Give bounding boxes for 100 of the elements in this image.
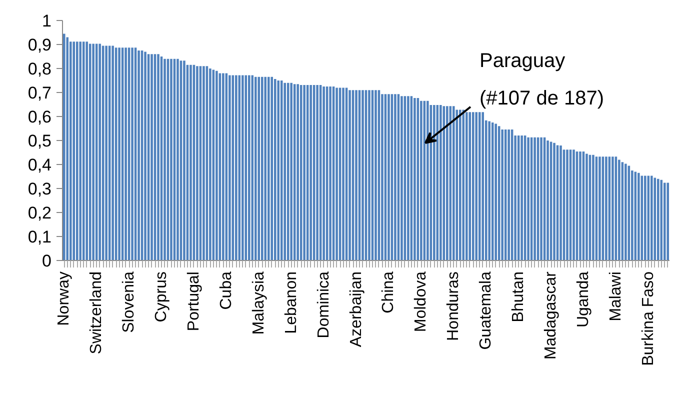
bar	[465, 112, 468, 260]
bar	[86, 42, 88, 260]
bar	[414, 98, 416, 260]
bar	[612, 156, 614, 260]
bar	[468, 112, 472, 260]
bar	[176, 58, 179, 260]
bar	[482, 112, 484, 260]
bar	[462, 110, 465, 260]
bar	[605, 156, 608, 260]
bar	[290, 82, 292, 260]
x-tick-label: Malawi	[607, 271, 624, 322]
bar	[196, 66, 198, 260]
bar	[296, 84, 299, 260]
bar	[546, 140, 549, 260]
bar	[342, 88, 344, 260]
bar	[459, 110, 462, 260]
bar	[270, 76, 273, 260]
bar	[248, 75, 250, 260]
bar	[62, 34, 66, 260]
x-tick-label: Cuba	[218, 271, 235, 310]
bar	[112, 46, 114, 260]
bar	[92, 44, 94, 260]
bar	[660, 180, 663, 260]
bar	[228, 75, 231, 260]
bar	[277, 80, 280, 260]
bar	[72, 42, 75, 260]
bar	[407, 96, 410, 260]
x-tick-label: Honduras	[445, 272, 462, 341]
bar	[322, 86, 325, 260]
bar	[284, 82, 286, 260]
bar	[131, 48, 134, 260]
bar	[254, 76, 257, 260]
y-tick-label: 0,3	[28, 180, 52, 198]
bar	[144, 52, 146, 260]
y-tick-label: 0,5	[28, 132, 52, 150]
bar	[66, 37, 69, 260]
x-tick-label: Bhutan	[510, 271, 528, 322]
bar	[426, 100, 429, 260]
x-tick-label: Dominica	[315, 271, 332, 338]
bar	[560, 146, 562, 260]
x-tick-label: Cyprus	[153, 271, 170, 322]
x-tick-label: Guatemala	[478, 271, 495, 350]
x-tick-label: Burkina Faso	[640, 271, 657, 366]
bar	[105, 46, 108, 260]
bar	[494, 124, 497, 260]
bar	[216, 70, 218, 260]
bar	[374, 90, 377, 260]
bar	[440, 104, 442, 260]
bar	[501, 129, 504, 260]
bar	[258, 76, 260, 260]
y-tick-label: 0,9	[28, 36, 52, 54]
bar	[624, 164, 627, 260]
y-tick-label: 0,6	[28, 108, 52, 126]
x-tick-label: Norway	[56, 272, 73, 326]
bar	[534, 137, 536, 260]
y-tick-label: 0,1	[28, 228, 52, 246]
y-tick-label: 0,7	[28, 84, 52, 102]
y-tick-label: 1	[42, 12, 52, 30]
bar	[553, 142, 556, 260]
bar	[644, 176, 646, 260]
bar	[420, 100, 422, 260]
bar	[400, 96, 403, 260]
bar	[638, 172, 640, 260]
bar	[98, 44, 101, 260]
y-tick-label: 0,2	[28, 204, 52, 222]
bar	[348, 90, 351, 260]
bar	[488, 121, 490, 260]
bar	[170, 58, 172, 260]
bar	[666, 182, 670, 260]
x-tick-label: Slovenia	[120, 271, 138, 333]
bar	[362, 90, 364, 260]
bar	[235, 75, 238, 260]
bar	[540, 137, 542, 260]
bar	[472, 112, 474, 260]
bar	[586, 154, 588, 260]
y-tick-label: 0	[42, 252, 52, 270]
bar	[520, 135, 523, 260]
bar	[527, 137, 530, 260]
x-tick-label: Portugal	[185, 272, 202, 332]
bar	[209, 68, 212, 260]
bar	[508, 129, 510, 260]
y-tick-label: 0,4	[28, 156, 52, 174]
bar	[650, 176, 653, 260]
bar	[433, 104, 436, 260]
y-tick-label: 0,8	[28, 60, 52, 78]
bar	[118, 48, 120, 260]
annotation: Paraguay (#107 de 187)	[480, 50, 604, 110]
x-tick-label: China	[380, 271, 398, 314]
x-tick-label: Switzerland	[88, 272, 106, 354]
bar	[316, 85, 318, 260]
bar	[124, 48, 127, 260]
bar	[579, 152, 582, 260]
bar	[572, 150, 575, 260]
x-tick-label: Lebanon	[282, 271, 300, 334]
bar	[267, 76, 270, 260]
x-tick-label: Moldova	[412, 271, 430, 332]
bar	[69, 42, 72, 260]
bar	[381, 94, 384, 260]
x-tick-label: Madagascar	[542, 270, 560, 360]
bar	[663, 182, 666, 260]
